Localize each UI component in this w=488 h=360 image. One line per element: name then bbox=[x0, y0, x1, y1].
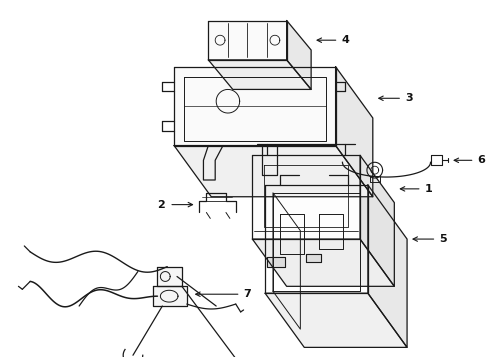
Polygon shape bbox=[174, 67, 335, 145]
Polygon shape bbox=[208, 60, 310, 89]
Polygon shape bbox=[252, 239, 393, 286]
Text: 4: 4 bbox=[341, 35, 348, 45]
Polygon shape bbox=[208, 21, 286, 60]
Text: 5: 5 bbox=[438, 234, 446, 244]
Polygon shape bbox=[367, 185, 406, 347]
Polygon shape bbox=[264, 293, 406, 347]
Polygon shape bbox=[152, 286, 186, 306]
Text: 2: 2 bbox=[157, 199, 165, 210]
Polygon shape bbox=[359, 156, 393, 286]
Text: 3: 3 bbox=[404, 93, 412, 103]
Polygon shape bbox=[305, 254, 320, 262]
Text: 7: 7 bbox=[243, 289, 251, 299]
Polygon shape bbox=[335, 67, 372, 197]
Polygon shape bbox=[157, 267, 182, 286]
Polygon shape bbox=[266, 257, 284, 267]
Polygon shape bbox=[174, 145, 372, 197]
Polygon shape bbox=[286, 21, 310, 89]
Text: 1: 1 bbox=[424, 184, 431, 194]
Polygon shape bbox=[252, 156, 359, 239]
Text: 6: 6 bbox=[477, 155, 485, 165]
